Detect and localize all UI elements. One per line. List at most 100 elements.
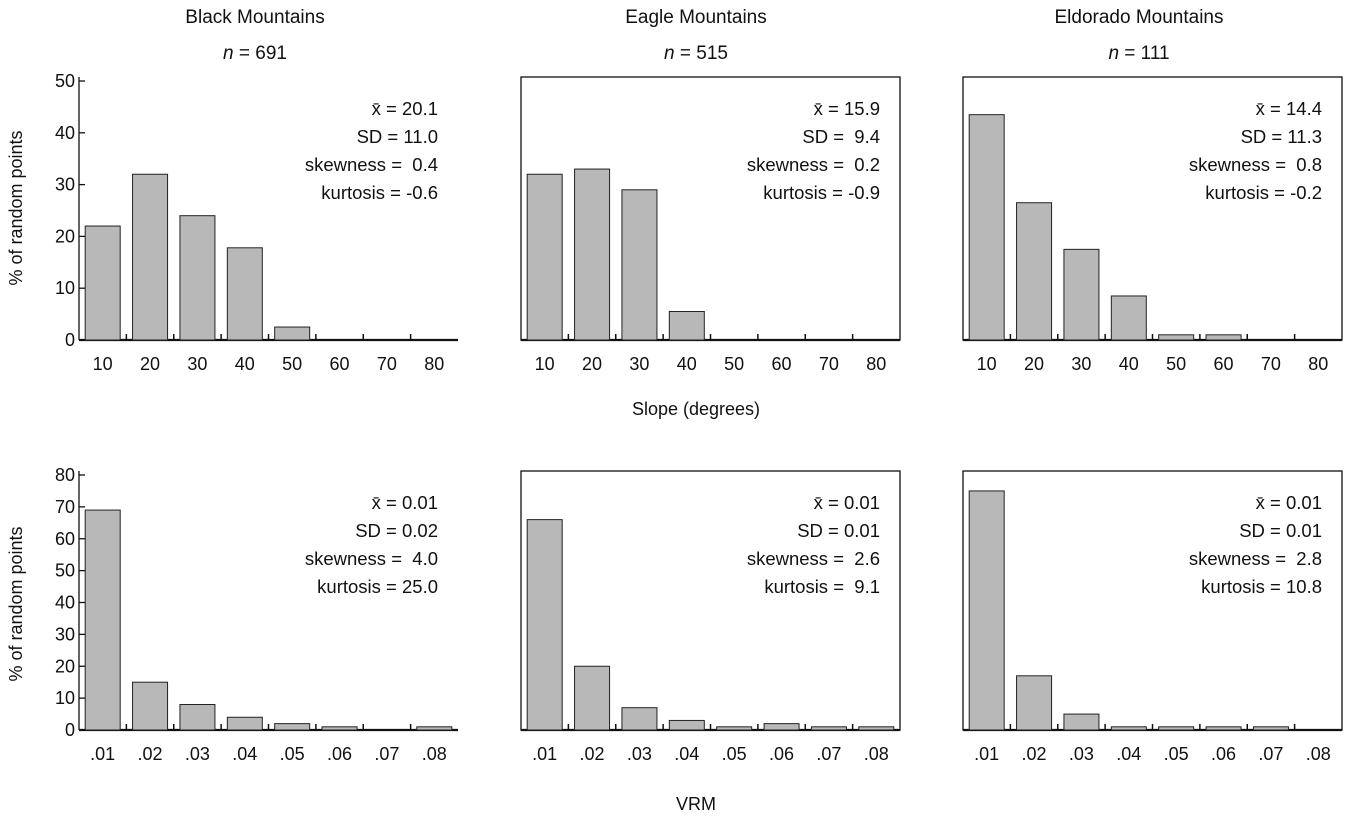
x-tick-label: .06 (769, 744, 794, 764)
y-tick-label: 60 (55, 529, 75, 549)
x-tick-label: .04 (674, 744, 699, 764)
bar-02 (132, 681, 169, 731)
y-tick-label: 0 (65, 330, 75, 350)
x-tick-label: 60 (330, 354, 350, 374)
x-tick-label: .07 (1258, 744, 1283, 764)
bar-20 (574, 168, 611, 341)
x-tick-label: 60 (772, 354, 792, 374)
x-tick-label: .01 (974, 744, 999, 764)
x-tick-label: .08 (1306, 744, 1331, 764)
stat-line: skewness = 2.8 (1189, 548, 1322, 569)
histogram-panels: 10 20 30 40 50 60 70 80 0 10 20 30 40 50 x̄ = 20.1 SD =… (55, 71, 1343, 764)
x-tick-label: 80 (1308, 354, 1328, 374)
bar-03 (621, 707, 658, 731)
bar-01 (968, 490, 1005, 731)
x-tick-label: 50 (724, 354, 744, 374)
stat-line: kurtosis = 10.8 (1201, 576, 1322, 597)
y-tick-label: 40 (55, 593, 75, 613)
x-tick-label: 70 (377, 354, 397, 374)
y-tick-label: 50 (55, 561, 75, 581)
bar-08 (416, 726, 453, 731)
bar-10 (84, 225, 121, 341)
y-tick-label: 30 (55, 175, 75, 195)
x-tick-label: 70 (1261, 354, 1281, 374)
stat-line: skewness = 0.4 (305, 154, 438, 175)
x-tick-label: .05 (1164, 744, 1189, 764)
x-tick-label: 30 (187, 354, 207, 374)
stat-line: SD = 0.02 (355, 520, 438, 541)
stat-line: skewness = 0.8 (1189, 154, 1322, 175)
stat-line: kurtosis = -0.9 (763, 182, 880, 203)
x-tick-label: 60 (1214, 354, 1234, 374)
x-tick-label: 20 (1024, 354, 1044, 374)
y-axis-label-bottom: % of random points (6, 526, 26, 681)
x-tick-label: .01 (532, 744, 557, 764)
x-tick-label: 40 (677, 354, 697, 374)
x-tick-label: .05 (722, 744, 747, 764)
x-axis-label-vrm: VRM (676, 794, 716, 814)
stat-line: SD = 0.01 (1239, 520, 1322, 541)
y-tick-label: 40 (55, 123, 75, 143)
bar-50 (274, 326, 311, 341)
stat-line: skewness = 4.0 (305, 548, 438, 569)
stat-line: skewness = 2.6 (747, 548, 880, 569)
stat-line: SD = 11.0 (357, 126, 438, 147)
bar-06 (321, 726, 358, 731)
x-tick-label: .02 (138, 744, 163, 764)
bar-02 (1016, 675, 1053, 731)
bar-20 (132, 173, 169, 341)
panel-vrm-eagle: .01 .02 .03 .04 .05 .06 .07 .08 x̄ = 0.01 SD = 0.… (520, 470, 901, 764)
column-title-eagle: Eagle Mountains (625, 7, 767, 28)
stats-annotation: x̄ = 20.1 SD = 11.0 skewness = 0.4 kurtosis… (305, 98, 438, 203)
y-axis-label-top: % of random points (6, 130, 26, 285)
x-tick-label: 20 (582, 354, 602, 374)
y-tick-label: 50 (55, 71, 75, 91)
x-tick-label: 10 (535, 354, 555, 374)
stat-line: x̄ = 20.1 (372, 98, 438, 119)
x-tick-label: .06 (1211, 744, 1236, 764)
x-tick-label: .01 (90, 744, 115, 764)
x-tick-label: .07 (374, 744, 399, 764)
bar-08 (858, 726, 895, 731)
bar-07 (1252, 726, 1289, 731)
stat-line: kurtosis = 25.0 (317, 576, 438, 597)
x-tick-label: 30 (1071, 354, 1091, 374)
bar-04 (668, 719, 705, 731)
sample-size-black: n = 691 (223, 43, 287, 64)
bar-07 (810, 726, 847, 731)
x-tick-label: .02 (1022, 744, 1047, 764)
x-tick-label: 30 (629, 354, 649, 374)
panel-slope-eldorado: 10 20 30 40 50 60 70 80 x̄ = 14.4 SD = 11.3 skewne… (962, 76, 1343, 374)
x-tick-label: 40 (235, 354, 255, 374)
bar-30 (179, 215, 216, 341)
column-title-black: Black Mountains (185, 7, 324, 28)
x-tick-label: .08 (864, 744, 889, 764)
x-tick-label: .02 (580, 744, 605, 764)
bar-50 (1158, 334, 1195, 341)
x-tick-label: 70 (819, 354, 839, 374)
x-axis-label-slope: Slope (degrees) (632, 399, 760, 419)
column-title-eldorado: Eldorado Mountains (1055, 7, 1224, 28)
y-tick-label: 70 (55, 497, 75, 517)
bar-05 (274, 723, 311, 731)
stats-annotation: x̄ = 0.01 SD = 0.01 skewness = 2.6 kurtosis… (747, 492, 880, 597)
bar-10 (526, 173, 563, 341)
bar-05 (1158, 726, 1195, 731)
bar-01 (526, 519, 563, 731)
bar-02 (574, 665, 611, 731)
bar-40 (1110, 295, 1147, 341)
bar-04 (226, 716, 263, 731)
stats-annotation: x̄ = 15.9 SD = 9.4 skewness = 0.2 kurtosis … (747, 98, 880, 203)
x-tick-label: .03 (185, 744, 210, 764)
x-tick-label: 50 (1166, 354, 1186, 374)
stat-line: skewness = 0.2 (747, 154, 880, 175)
stat-line: x̄ = 15.9 (814, 98, 880, 119)
x-tick-label: 80 (424, 354, 444, 374)
bar-40 (226, 247, 263, 341)
x-tick-label: .04 (232, 744, 257, 764)
bar-04 (1110, 726, 1147, 731)
y-tick-label: 80 (55, 465, 75, 485)
y-tick-label: 10 (55, 688, 75, 708)
bar-40 (668, 311, 705, 341)
